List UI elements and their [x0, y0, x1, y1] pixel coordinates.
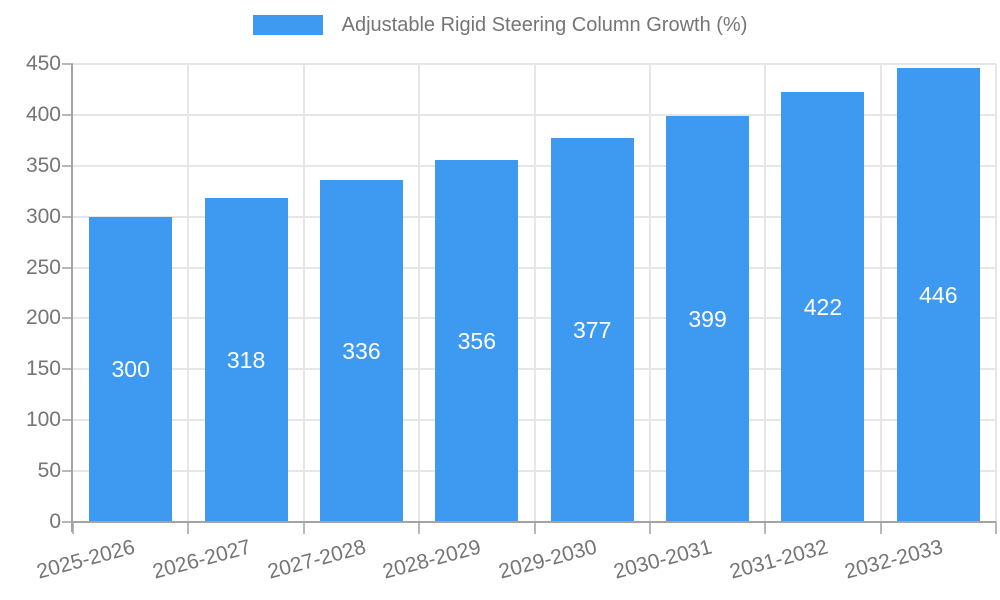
y-tick-label: 150 — [25, 357, 61, 381]
x-axis-line — [71, 521, 996, 523]
x-tick-label: 2026-2027 — [149, 535, 253, 584]
bar[interactable] — [89, 216, 173, 522]
bar[interactable] — [781, 92, 865, 522]
y-tick-mark — [62, 63, 73, 65]
plot-area: 300 318 336 356 377 399 422 446 — [73, 63, 997, 522]
gridline-vertical — [879, 64, 882, 522]
y-tick-label: 250 — [25, 255, 61, 279]
x-tick-label: 2031-2032 — [726, 535, 830, 584]
legend-label: Adjustable Rigid Steering Column Growth … — [341, 14, 748, 36]
y-tick-mark — [62, 215, 73, 218]
bar-value-label: 336 — [342, 338, 381, 364]
y-tick-label: 200 — [25, 306, 61, 330]
y-tick-label: 400 — [25, 102, 61, 126]
bar[interactable] — [319, 180, 403, 522]
y-tick-mark — [62, 266, 73, 269]
x-tick-mark — [648, 522, 651, 534]
x-tick-mark — [302, 522, 305, 534]
x-tick-label: 2029-2030 — [496, 535, 600, 584]
gridline-vertical — [302, 64, 305, 522]
gridline-vertical — [648, 64, 651, 522]
y-tick-label: 100 — [25, 408, 61, 432]
y-tick-label: 450 — [25, 52, 61, 75]
gridline-vertical — [764, 64, 767, 522]
x-tick-label: 2030-2031 — [611, 535, 715, 584]
bar[interactable] — [435, 159, 519, 522]
bar[interactable] — [666, 115, 750, 522]
y-axis-line — [71, 64, 73, 532]
bar-value-label: 446 — [919, 282, 958, 309]
bar-value-label: 300 — [111, 356, 150, 383]
y-tick-mark — [62, 317, 73, 320]
x-tick-mark — [187, 522, 190, 534]
x-tick-label: 2025-2026 — [34, 535, 138, 584]
bar-value-label: 399 — [688, 305, 727, 332]
chart-legend: Adjustable Rigid Steering Column Growth … — [0, 13, 1000, 37]
x-tick-label: 2028-2029 — [380, 535, 484, 584]
y-tick-mark — [62, 470, 73, 473]
x-tick-mark — [72, 522, 74, 534]
x-tick-mark — [418, 522, 421, 534]
x-tick-mark — [879, 522, 882, 534]
y-tick-mark — [62, 164, 73, 167]
bar[interactable] — [204, 198, 288, 522]
bar-value-label: 422 — [803, 294, 843, 321]
bar[interactable] — [896, 68, 980, 522]
y-tick-mark — [62, 521, 73, 523]
x-tick-label: 2032-2033 — [842, 535, 946, 584]
y-tick-label: 0 — [49, 510, 61, 533]
bar-value-label: 377 — [573, 317, 612, 344]
y-tick-label: 50 — [37, 459, 61, 483]
gridline-vertical — [533, 64, 536, 522]
legend-swatch-icon — [252, 15, 323, 35]
x-tick-mark — [995, 522, 997, 534]
gridline-vertical — [995, 64, 997, 522]
x-tick-label: 2027-2028 — [265, 535, 369, 584]
x-tick-mark — [764, 522, 767, 534]
legend-item[interactable]: Adjustable Rigid Steering Column Growth … — [252, 13, 748, 37]
gridline-vertical — [187, 64, 190, 522]
y-tick-mark — [62, 113, 73, 116]
bar-value-label: 318 — [226, 347, 266, 374]
y-tick-label: 300 — [25, 204, 61, 228]
y-tick-mark — [62, 368, 73, 371]
bar[interactable] — [550, 138, 634, 522]
x-tick-mark — [533, 522, 536, 534]
gridline-vertical — [418, 64, 421, 522]
y-tick-mark — [62, 419, 73, 422]
bar-value-label: 356 — [457, 327, 496, 354]
y-tick-label: 350 — [25, 153, 61, 177]
